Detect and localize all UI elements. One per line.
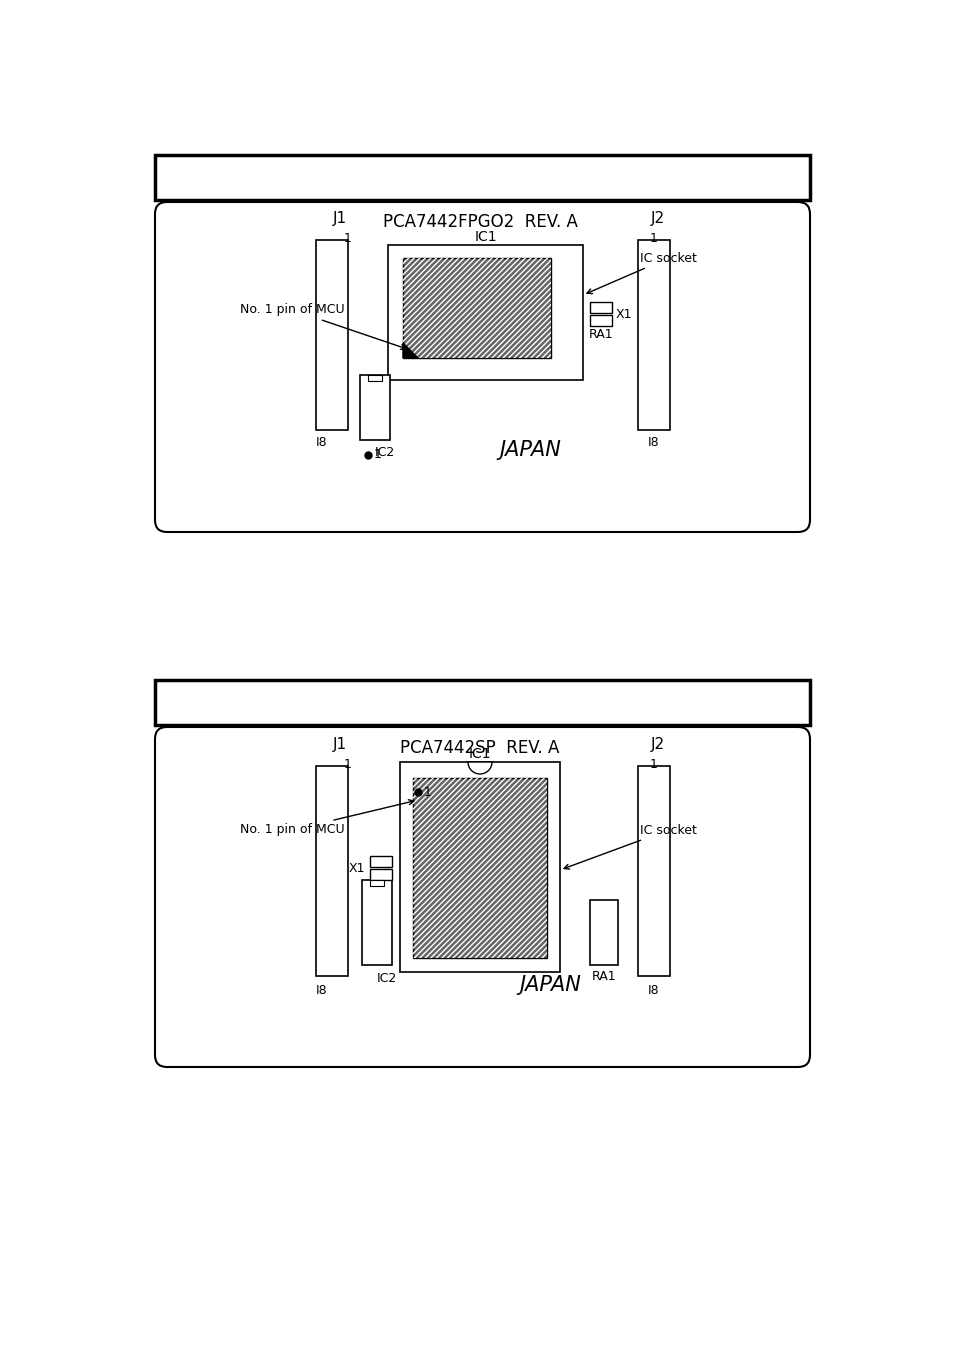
Bar	[413, 778, 546, 958]
Text: IC1: IC1	[468, 747, 491, 761]
Bar	[589, 900, 618, 965]
Bar	[370, 869, 392, 880]
Bar	[402, 258, 551, 358]
Text: 1: 1	[649, 231, 658, 245]
Text: 1: 1	[344, 758, 352, 770]
Text: I8: I8	[315, 984, 328, 997]
Bar	[638, 766, 669, 975]
FancyBboxPatch shape	[154, 203, 809, 532]
Text: I8: I8	[315, 436, 328, 450]
Wedge shape	[468, 762, 492, 774]
Text: 1: 1	[423, 785, 432, 798]
Text: 1: 1	[344, 231, 352, 245]
Text: X1: X1	[616, 308, 632, 320]
Text: 1: 1	[649, 758, 658, 770]
Text: 1: 1	[374, 449, 381, 462]
Text: J1: J1	[333, 736, 347, 751]
Bar	[388, 245, 582, 380]
Bar	[368, 376, 381, 381]
Bar	[399, 762, 559, 971]
Text: PCA7442FPGO2  REV. A: PCA7442FPGO2 REV. A	[382, 213, 577, 231]
Text: No. 1 pin of MCU: No. 1 pin of MCU	[240, 304, 405, 350]
Bar	[370, 857, 392, 867]
Bar	[402, 258, 551, 358]
Bar	[370, 880, 384, 886]
Bar	[359, 376, 390, 440]
Text: I8: I8	[647, 984, 659, 997]
Text: J1: J1	[333, 211, 347, 226]
Text: IC1: IC1	[474, 230, 497, 245]
Text: I8: I8	[647, 436, 659, 450]
Bar	[638, 240, 669, 430]
Bar	[154, 680, 809, 725]
Text: JAPAN: JAPAN	[518, 975, 580, 994]
Text: No. 1 pin of MCU: No. 1 pin of MCU	[240, 800, 414, 836]
Text: RA1: RA1	[588, 327, 613, 340]
Text: IC2: IC2	[376, 971, 396, 985]
Text: IC2: IC2	[375, 446, 395, 458]
Bar	[315, 240, 348, 430]
Text: PCA7442SP  REV. A: PCA7442SP REV. A	[400, 739, 559, 757]
Bar	[589, 303, 612, 313]
Bar	[315, 766, 348, 975]
Text: X1: X1	[348, 862, 365, 874]
Text: IC socket: IC socket	[563, 824, 696, 869]
FancyBboxPatch shape	[154, 727, 809, 1067]
Text: J2: J2	[650, 211, 664, 226]
Text: JAPAN: JAPAN	[498, 440, 560, 459]
Text: RA1: RA1	[591, 970, 616, 984]
Bar	[413, 778, 546, 958]
Polygon shape	[402, 343, 417, 358]
Text: J2: J2	[650, 736, 664, 751]
Bar	[154, 155, 809, 200]
Bar	[589, 315, 612, 326]
Text: IC socket: IC socket	[586, 251, 696, 293]
Bar	[361, 880, 392, 965]
